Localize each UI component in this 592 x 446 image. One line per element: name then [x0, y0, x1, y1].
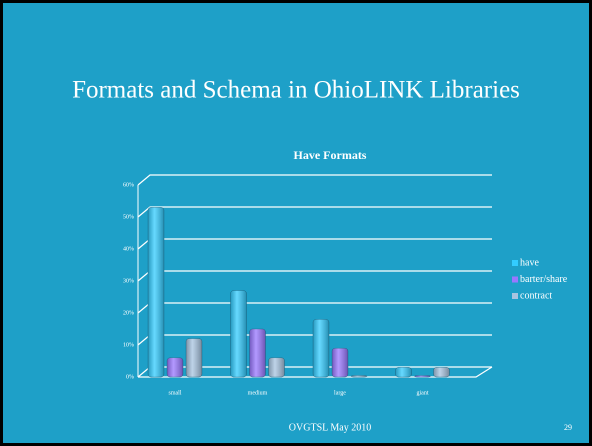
legend-label: contract — [520, 290, 552, 301]
bar-shade — [186, 338, 202, 377]
legend-swatch — [512, 260, 518, 266]
legend-swatch — [512, 276, 518, 283]
x-tick-label: medium — [248, 390, 268, 396]
x-tick-label: giant — [417, 390, 429, 396]
bar-shade — [268, 357, 285, 377]
bar-shade — [395, 367, 412, 377]
footer: OVGTSL May 2010 — [289, 422, 371, 433]
chart: 0% 10% 20% 30% 40% 50% 60% small medium large gian… — [123, 174, 568, 396]
slide-title: Formats and Schema in OhioLINK Libraries — [72, 77, 520, 104]
bar-shade — [351, 375, 367, 377]
bar-shade — [313, 319, 329, 377]
y-tick-label: 0% — [126, 374, 134, 380]
legend-label: have — [520, 257, 539, 268]
y-tick-label: 20% — [123, 310, 134, 316]
chart-title: Have Formats — [294, 148, 367, 162]
grid-line — [137, 206, 492, 218]
bar-shade — [148, 207, 164, 377]
x-tick-label: large — [334, 390, 346, 396]
y-tick-label: 60% — [123, 182, 134, 188]
legend-label: barter/share — [520, 274, 568, 285]
page-number: 29 — [564, 423, 572, 432]
bar-shade — [433, 367, 450, 377]
bar-shade — [414, 375, 431, 377]
x-tick-label: small — [169, 390, 182, 396]
grid-line — [137, 174, 492, 186]
bar-shade — [167, 357, 183, 377]
y-tick-label: 40% — [123, 246, 134, 252]
floor — [138, 366, 493, 378]
y-tick-label: 30% — [123, 278, 134, 284]
slide-background — [3, 3, 589, 443]
bar-shade — [332, 348, 348, 377]
bar-shade — [249, 329, 266, 377]
legend-swatch — [512, 293, 518, 299]
y-tick-label: 10% — [123, 342, 134, 348]
y-tick-label: 50% — [123, 214, 134, 220]
bar-shade — [230, 290, 247, 377]
